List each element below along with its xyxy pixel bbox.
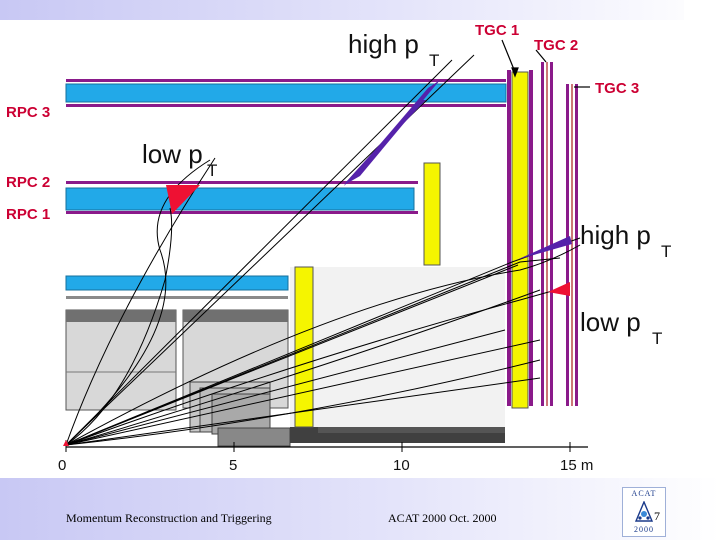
track-long-4 xyxy=(65,285,571,446)
calorimeter-strip-left xyxy=(66,310,176,322)
label-rpc1: RPC 1 xyxy=(6,206,50,223)
tgc3-line xyxy=(571,84,573,406)
label-low-pt-top-sub: T xyxy=(207,161,217,180)
footer-conference: ACAT 2000 Oct. 2000 xyxy=(388,511,497,525)
tgc1-purple-b xyxy=(529,70,533,406)
logo-text: ACAT xyxy=(631,489,657,498)
rpc3-bottom-line xyxy=(66,104,506,107)
high-pt-cone-rpc-wide xyxy=(346,80,440,184)
tgc2-purple-a xyxy=(541,62,544,406)
low-pt-cone-rpc xyxy=(166,185,200,214)
tgc1-arrowhead xyxy=(511,67,519,78)
logo-year: 2000 xyxy=(634,525,654,534)
light-blue-plate xyxy=(65,275,289,291)
page-number: 7 xyxy=(654,509,660,523)
label-high-pt-top-sub: T xyxy=(429,51,439,70)
tgc1-purple-a xyxy=(507,70,511,406)
forward-shield-bar-light xyxy=(318,427,505,433)
tgc3-purple-b xyxy=(575,84,578,406)
track-steep xyxy=(65,59,453,446)
label-high-pt-top: high p xyxy=(348,29,419,59)
label-low-pt-top: low p xyxy=(142,139,203,169)
tick-label-0: 0 xyxy=(58,457,66,474)
label-high-pt-right: high p xyxy=(580,220,651,250)
tgc1-pointer xyxy=(501,39,516,73)
track-long-5 xyxy=(65,289,541,446)
label-pointers xyxy=(501,39,590,88)
endcap-base xyxy=(217,427,291,447)
origin-marker xyxy=(63,440,69,446)
track-lowpt-curve-3 xyxy=(65,207,173,446)
calorimeter-block-left xyxy=(65,309,177,411)
tick-label-15: 15 m xyxy=(560,457,593,474)
header-band xyxy=(0,0,720,20)
label-low-pt-right-sub: T xyxy=(652,329,662,348)
tgc1-yellow xyxy=(511,71,529,409)
track-long-3 xyxy=(65,244,581,446)
tgc2-purple-b xyxy=(550,62,553,406)
tgc2-line xyxy=(546,62,548,406)
label-tgc2: TGC 2 xyxy=(534,37,578,54)
label-tgc1: TGC 1 xyxy=(475,22,519,39)
calorimeter-strip-mid xyxy=(183,310,288,322)
chamber-labels: TGC 1 TGC 2 TGC 3 RPC 3 RPC 2 RPC 1 xyxy=(6,22,639,223)
low-pt-cone-tgc xyxy=(548,282,570,296)
track-long-6 xyxy=(65,339,541,446)
rpc1-bottom-line xyxy=(66,211,418,214)
rpc3-top-line xyxy=(66,79,506,82)
label-rpc3: RPC 3 xyxy=(6,104,50,121)
rpc3-chamber xyxy=(65,83,507,103)
calorimeter-light-block xyxy=(290,267,505,427)
track-long-9 xyxy=(65,329,506,446)
acat-logo: ACAT 2000 xyxy=(622,487,666,537)
label-tgc3: TGC 3 xyxy=(595,80,639,97)
rpc2-chamber xyxy=(65,187,415,211)
tick-label-10: 10 xyxy=(393,457,410,474)
trigger-cones xyxy=(166,80,572,296)
logo-mark-icon xyxy=(635,501,653,522)
track-long-2 xyxy=(65,257,561,446)
label-high-pt-right-sub: T xyxy=(661,242,671,261)
footer-title: Momentum Reconstruction and Triggering xyxy=(66,511,272,525)
tgc2-pointer xyxy=(535,49,547,63)
pt-labels: high p T low p T high p T low p T xyxy=(142,29,671,348)
high-pt-cone-tgc xyxy=(512,236,572,262)
track-low-1 xyxy=(65,264,519,446)
label-rpc2: RPC 2 xyxy=(6,174,50,191)
light-blue-plate-thin xyxy=(66,296,288,299)
tgc-barrel-yellow xyxy=(423,162,441,266)
rpc2-top-line xyxy=(66,181,418,184)
track-long-8 xyxy=(65,377,541,446)
label-low-pt-right: low p xyxy=(580,307,641,337)
tick-label-5: 5 xyxy=(229,457,237,474)
track-lowpt-curve-1 xyxy=(65,157,216,446)
x-axis: 0 5 10 15 m xyxy=(58,440,593,474)
footer-band xyxy=(0,478,720,540)
right-margin xyxy=(684,0,720,478)
rpc-chambers xyxy=(65,79,507,214)
